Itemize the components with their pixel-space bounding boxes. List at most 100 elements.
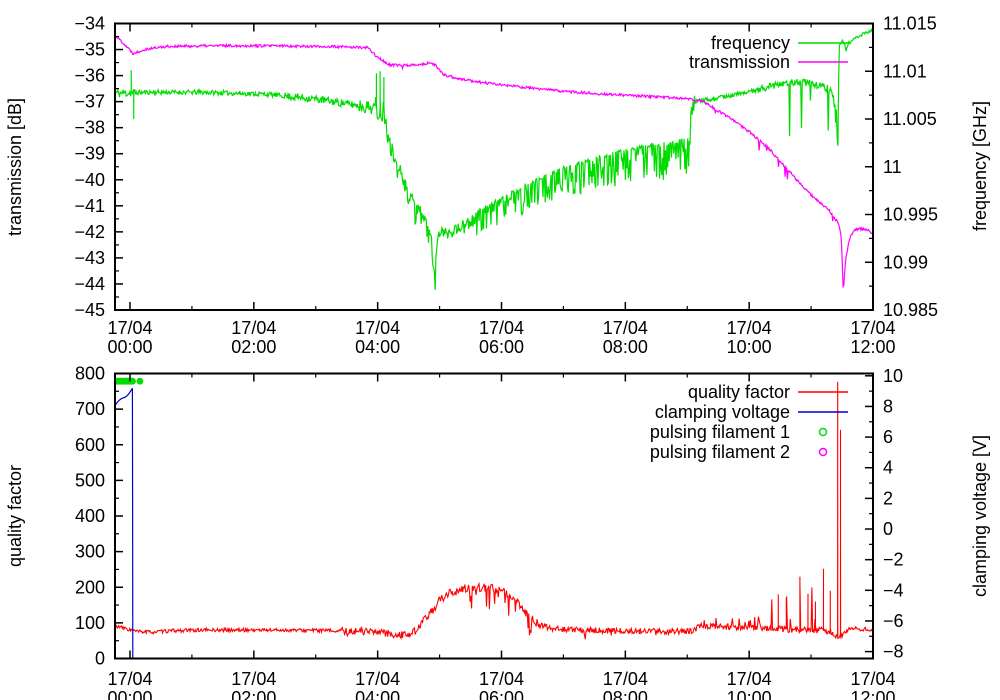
x-tick-time: 08:00 [603, 337, 648, 357]
x-tick-time: 10:00 [727, 337, 772, 357]
bottom-panel: 17/0400:0017/0402:0017/0404:0017/0406:00… [5, 364, 990, 700]
y-tick-label: −45 [74, 300, 105, 320]
y-tick-label: 700 [75, 399, 105, 419]
x-tick-date: 17/04 [107, 318, 152, 338]
y-axis-ticks: −34 −35 −36 −37 −38 −39 −40 −41 −42 −43 −44 −45 [74, 14, 123, 320]
y2-axis-title: frequency [GHz] [970, 101, 990, 231]
y-tick-label: −41 [74, 196, 105, 216]
y2-axis-ticks: 11.015 11.01 11.005 11 10.995 10.99 10.985 [865, 14, 938, 320]
legend-item-frequency: frequency [711, 33, 848, 53]
series-clamping-voltage [115, 388, 134, 659]
y2-tick-label: 6 [883, 427, 893, 447]
y-tick-label: −35 [74, 40, 105, 60]
legend-label: pulsing filament 2 [650, 442, 790, 462]
y-axis-title: quality factor [5, 465, 25, 567]
y-tick-label: 100 [75, 613, 105, 633]
x-axis-ticks: 17/0400:0017/0402:0017/0404:0017/0406:00… [107, 23, 896, 357]
x-tick-date: 17/04 [850, 669, 895, 689]
y-tick-label: −42 [74, 222, 105, 242]
y-tick-label: −39 [74, 144, 105, 164]
x-tick-time: 12:00 [850, 688, 895, 700]
x-tick-date: 17/04 [603, 318, 648, 338]
x-tick-time: 00:00 [107, 337, 152, 357]
x-tick-time: 06:00 [479, 688, 524, 700]
y-tick-label: 800 [75, 364, 105, 384]
x-tick-date: 17/04 [479, 669, 524, 689]
y2-tick-label: 11 [883, 157, 902, 177]
x-tick-date: 17/04 [231, 669, 276, 689]
y2-tick-label: 11.015 [883, 14, 937, 34]
x-tick-time: 08:00 [603, 688, 648, 700]
y2-tick-label: −4 [883, 580, 904, 600]
series-frequency [115, 27, 873, 290]
legend-label: frequency [711, 33, 790, 53]
y2-tick-label: 2 [883, 488, 893, 508]
x-tick-date: 17/04 [355, 318, 400, 338]
y-tick-label: 0 [95, 649, 105, 669]
y2-tick-label: 10.995 [883, 205, 938, 225]
legend-label: quality factor [688, 382, 790, 402]
legend-marker-sample [818, 427, 828, 437]
y-tick-label: 300 [75, 542, 105, 562]
x-tick-time: 06:00 [479, 337, 524, 357]
plot-area-bottom-panel [115, 377, 873, 659]
y2-tick-label: 0 [883, 519, 893, 539]
x-tick-time: 00:00 [107, 688, 152, 700]
legend-item-pulsing-filament-2: pulsing filament 2 [650, 442, 828, 462]
y-tick-label: −38 [74, 118, 105, 138]
y2-tick-label: −2 [883, 550, 904, 570]
y-tick-label: 400 [75, 506, 105, 526]
y-tick-label: −40 [74, 170, 105, 190]
y2-tick-label: 8 [883, 396, 893, 416]
x-tick-time: 12:00 [850, 337, 895, 357]
x-tick-time: 04:00 [355, 337, 400, 357]
legend-item-clamping-voltage: clamping voltage [655, 402, 848, 422]
y2-tick-label: 10.99 [883, 252, 928, 272]
x-tick-time: 02:00 [231, 688, 276, 700]
y2-tick-label: 11.01 [883, 61, 927, 81]
legend-item-transmission: transmission [689, 52, 848, 72]
y-tick-label: −34 [74, 14, 105, 34]
y2-axis-ticks: 10 8 6 4 2 0 −2 −4 −6 −8 [865, 366, 904, 662]
y-tick-label: 200 [75, 577, 105, 597]
y-axis-title: transmission [dB] [5, 98, 25, 236]
y-tick-label: −36 [74, 66, 105, 86]
legend-label: pulsing filament 1 [650, 422, 790, 442]
x-tick-date: 17/04 [727, 318, 772, 338]
y2-axis-title: clamping voltage [V] [970, 435, 990, 597]
legend-label: transmission [689, 52, 790, 72]
legend-label: clamping voltage [655, 402, 790, 422]
x-tick-date: 17/04 [727, 669, 772, 689]
x-tick-date: 17/04 [479, 318, 524, 338]
y2-tick-label: 10.985 [883, 300, 938, 320]
y2-tick-label: 4 [883, 458, 893, 478]
series-transmission [115, 34, 873, 289]
plot-area-top-panel [115, 27, 873, 290]
x-tick-time: 04:00 [355, 688, 400, 700]
y2-tick-label: 11.005 [883, 109, 937, 129]
y-tick-label: 600 [75, 435, 105, 455]
y-tick-label: −43 [74, 248, 105, 268]
x-tick-time: 10:00 [727, 688, 772, 700]
x-tick-time: 02:00 [231, 337, 276, 357]
y2-tick-label: −6 [883, 611, 904, 631]
series-quality-factor [115, 381, 873, 640]
y2-tick-label: −8 [883, 642, 904, 662]
y2-tick-label: 10 [883, 366, 903, 386]
top-panel: 17/0400:0017/0402:0017/0404:0017/0406:00… [5, 14, 990, 358]
x-tick-date: 17/04 [107, 669, 152, 689]
x-tick-date: 17/04 [355, 669, 400, 689]
legend-marker-sample [818, 447, 828, 457]
legend-item-quality-factor: quality factor [688, 382, 848, 402]
y-tick-label: −37 [74, 92, 105, 112]
x-tick-date: 17/04 [231, 318, 276, 338]
legend-item-pulsing-filament-1: pulsing filament 1 [650, 422, 828, 442]
x-axis-ticks: 17/0400:0017/0402:0017/0404:0017/0406:00… [107, 373, 896, 700]
x-tick-date: 17/04 [850, 318, 895, 338]
x-tick-date: 17/04 [603, 669, 648, 689]
y-tick-label: 500 [75, 470, 105, 490]
y-tick-label: −44 [74, 274, 105, 294]
